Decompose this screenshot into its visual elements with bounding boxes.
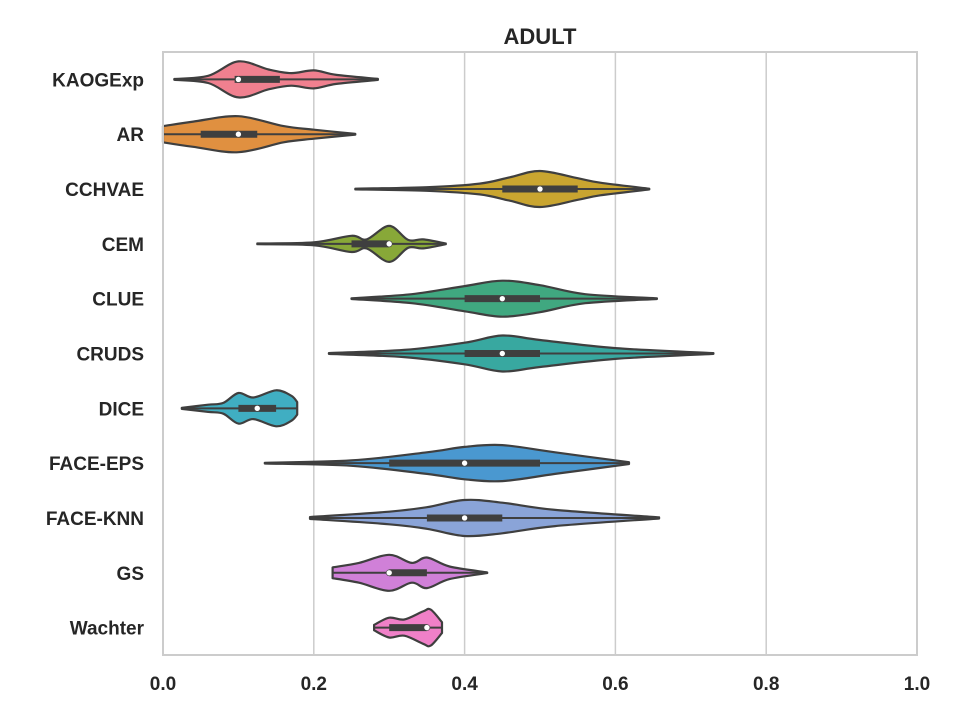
violin-dice	[180, 389, 299, 428]
median-point	[385, 240, 393, 248]
y-tick-label: CLUE	[92, 290, 144, 311]
violin-cruds	[327, 334, 715, 373]
violin-ar	[161, 115, 357, 154]
x-tick-label: 1.0	[904, 674, 930, 695]
violin-face-eps	[263, 443, 631, 483]
y-tick-label: CRUDS	[76, 345, 144, 366]
violin-face-knn	[308, 498, 661, 538]
y-tick-label: FACE-KNN	[46, 509, 144, 530]
chart-title: ADULT	[504, 24, 577, 49]
median-point	[423, 624, 431, 631]
y-tick-label: CCHVAE	[65, 180, 144, 201]
median-point	[235, 76, 242, 83]
x-tick-label: 0.8	[753, 674, 779, 695]
median-point	[253, 405, 261, 412]
plot-frame	[162, 51, 918, 656]
y-tick-label: CEM	[102, 235, 144, 256]
violin-clue	[350, 279, 658, 318]
y-tick-label: GS	[117, 564, 144, 585]
violin-kaogexp	[173, 60, 379, 99]
violin-wachter	[373, 607, 444, 648]
median-point	[461, 514, 468, 522]
y-tick-label: FACE-EPS	[49, 454, 144, 475]
median-point	[536, 185, 544, 193]
y-tick-label: AR	[117, 125, 145, 146]
x-tick-label: 0.2	[301, 674, 327, 695]
median-point	[498, 350, 506, 357]
y-tick-layer: KAOGExp AR CCHVAE CEM CLUE CRUDS DICE FACE-EPS F…	[46, 70, 145, 639]
x-tick-label: 0.0	[150, 674, 176, 695]
median-point	[385, 569, 393, 577]
y-tick-label: Wachter	[70, 619, 145, 640]
median-point	[498, 295, 506, 302]
violin-gs	[331, 553, 489, 592]
median-point	[461, 459, 468, 467]
violin-layer	[161, 60, 715, 648]
y-tick-label: KAOGExp	[52, 70, 144, 91]
x-tick-label: 0.6	[602, 674, 628, 695]
violin-cchvae	[354, 169, 651, 209]
median-point	[235, 130, 242, 138]
y-tick-label: DICE	[99, 399, 144, 420]
x-tick-layer: 0.0 0.2 0.4 0.6 0.8 1.0	[150, 674, 930, 695]
x-tick-label: 0.4	[451, 674, 478, 695]
violin-cem	[256, 224, 447, 264]
